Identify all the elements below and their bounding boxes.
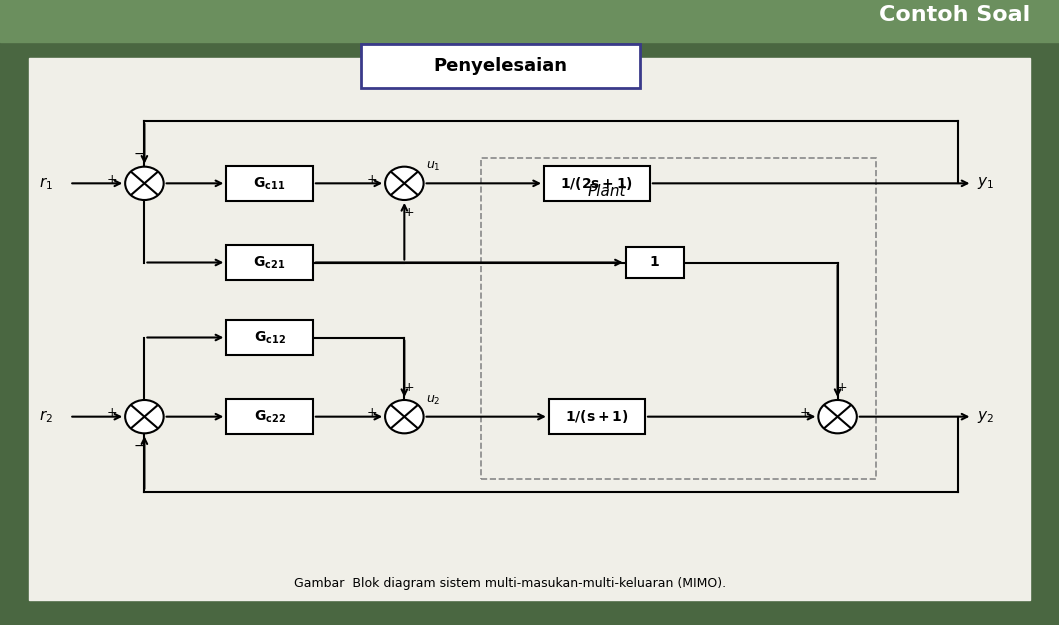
Text: −: − [133, 147, 145, 161]
Text: +: + [800, 406, 810, 419]
Circle shape [125, 167, 164, 200]
Text: $r_1$: $r_1$ [39, 175, 53, 192]
Text: $\mathbf{G_{c12}}$: $\mathbf{G_{c12}}$ [253, 329, 286, 346]
FancyBboxPatch shape [227, 245, 312, 280]
Text: $y_2$: $y_2$ [977, 409, 994, 424]
Bar [29, 58, 1030, 600]
Text: +: + [366, 173, 377, 186]
Text: $\mathbf{G_{c22}}$: $\mathbf{G_{c22}}$ [253, 409, 286, 425]
Text: $\mathbf{1/(2s+1)}$: $\mathbf{1/(2s+1)}$ [560, 175, 633, 192]
FancyBboxPatch shape [227, 399, 312, 434]
Circle shape [819, 400, 857, 433]
Text: $\mathbf{1/(s+1)}$: $\mathbf{1/(s+1)}$ [566, 408, 628, 425]
FancyBboxPatch shape [361, 44, 641, 88]
Text: +: + [366, 406, 377, 419]
Text: $\mathbf{G_{c21}}$: $\mathbf{G_{c21}}$ [253, 254, 286, 271]
Circle shape [125, 400, 164, 433]
Bar [0, 0, 1059, 42]
FancyBboxPatch shape [544, 166, 650, 201]
FancyBboxPatch shape [227, 320, 312, 355]
FancyBboxPatch shape [626, 247, 683, 278]
Text: Penyelesaian: Penyelesaian [433, 57, 568, 75]
Text: +: + [837, 381, 847, 394]
Text: +: + [107, 406, 118, 419]
Text: $y_1$: $y_1$ [977, 176, 994, 191]
Text: $u_1$: $u_1$ [426, 160, 441, 173]
Text: +: + [107, 173, 118, 186]
Text: $\mathbf{G_{c11}}$: $\mathbf{G_{c11}}$ [253, 175, 286, 191]
FancyBboxPatch shape [227, 166, 312, 201]
FancyBboxPatch shape [549, 399, 645, 434]
Text: $u_2$: $u_2$ [426, 394, 441, 407]
Text: Gambar  Blok diagram sistem multi-masukan-multi-keluaran (MIMO).: Gambar Blok diagram sistem multi-masukan… [294, 577, 726, 590]
Circle shape [385, 400, 424, 433]
Text: Plant: Plant [588, 184, 626, 199]
Text: Contoh Soal: Contoh Soal [879, 5, 1030, 25]
Text: +: + [403, 381, 414, 394]
Text: −: − [133, 439, 145, 453]
Circle shape [385, 167, 424, 200]
Text: $r_2$: $r_2$ [39, 408, 53, 425]
Text: +: + [403, 206, 414, 219]
Text: $\mathbf{1}$: $\mathbf{1}$ [649, 256, 660, 269]
